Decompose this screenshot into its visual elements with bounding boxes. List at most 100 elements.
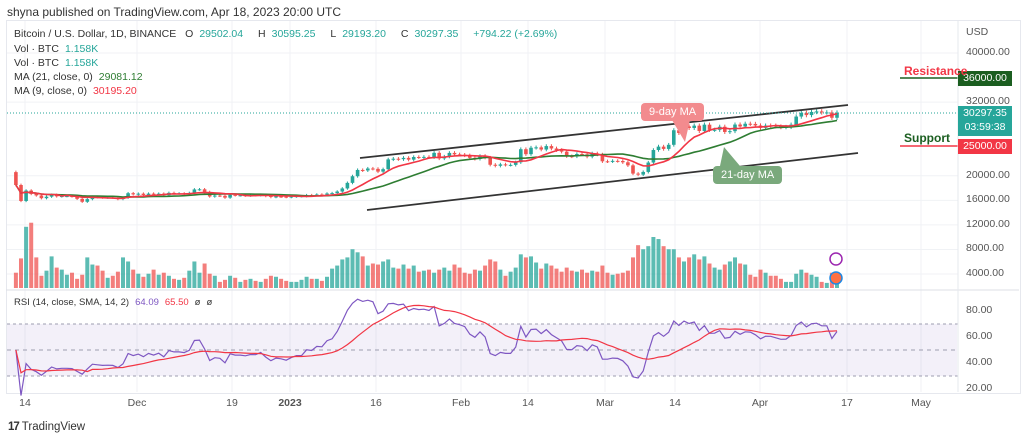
grid	[7, 21, 958, 392]
price-tick: 40000.00	[966, 46, 1010, 58]
volume-bar	[794, 273, 799, 288]
volume-bar	[442, 267, 447, 288]
volume-bar	[544, 263, 549, 288]
volume-bar	[768, 275, 773, 288]
rsi-tick: 40.00	[966, 356, 993, 368]
volume-bar	[666, 249, 671, 288]
candle-body	[651, 150, 656, 163]
volume-bar	[284, 280, 289, 288]
volume-bar	[692, 254, 697, 288]
candle-body	[452, 152, 457, 155]
volume-bar	[707, 263, 712, 288]
volume-bar	[299, 279, 304, 288]
candle-body	[687, 126, 691, 128]
support-label: Support	[904, 131, 950, 145]
candle-body	[672, 130, 676, 145]
time-tick: 14	[522, 397, 534, 409]
candle-body	[197, 189, 202, 191]
volume-bar	[121, 257, 125, 288]
volume-bar	[437, 269, 442, 288]
candle-body	[437, 152, 441, 159]
volume-bar	[274, 276, 278, 288]
volume-bar	[177, 279, 182, 288]
candle-body	[24, 190, 28, 201]
volume-bar	[447, 270, 452, 288]
volume-bar	[13, 272, 18, 288]
close-value: 30297.35	[414, 28, 459, 40]
last-price-tag: 30297.35 03:59:38	[958, 106, 1012, 136]
volume-bar	[717, 269, 722, 288]
candle-body	[580, 154, 584, 156]
volume-bar	[773, 275, 778, 288]
ma21-callout-pointer	[720, 147, 740, 166]
volume-bar	[789, 281, 794, 288]
price-tick: 8000.00	[966, 242, 1004, 255]
candle-body	[85, 199, 90, 202]
volume-bar	[814, 276, 819, 288]
candle-body	[345, 182, 350, 189]
volume-bar	[131, 269, 136, 288]
volume-bar	[646, 246, 651, 288]
candle-body	[141, 193, 146, 195]
volume-bar	[483, 265, 488, 288]
volume-bar	[503, 275, 508, 288]
candle-body	[519, 149, 523, 163]
volume-bar	[100, 270, 105, 288]
volume-bar	[268, 275, 273, 288]
volume-bar	[569, 270, 574, 288]
volume-bar	[529, 256, 533, 288]
high-value: 30595.25	[271, 28, 316, 40]
candle-body	[396, 158, 401, 160]
candle-body	[707, 124, 712, 130]
volume-bar	[172, 278, 176, 288]
candle-body	[498, 164, 503, 166]
candle-body	[692, 125, 696, 128]
candle-body	[697, 125, 702, 131]
rsi-tick: 60.00	[966, 330, 993, 342]
volume-bar	[416, 271, 421, 288]
time-tick: 17	[841, 397, 853, 409]
volume-bar	[202, 263, 207, 288]
candle-body	[360, 169, 365, 171]
symbol-title: Bitcoin / U.S. Dollar, 1D, BINANCE	[14, 28, 177, 40]
volume-bar	[192, 261, 197, 288]
candle-body	[39, 195, 44, 199]
volume-bar	[580, 269, 584, 288]
volume-bar	[44, 270, 49, 288]
candle-body	[835, 112, 839, 118]
volume-bar	[676, 257, 681, 288]
candle-body	[641, 171, 645, 175]
volume-bar	[427, 269, 431, 288]
volume-bar	[508, 271, 513, 288]
volume-bar	[80, 274, 85, 288]
volume-bar	[478, 270, 482, 288]
volume-bar	[682, 261, 686, 288]
volume-bar	[738, 263, 743, 288]
volume-bar	[360, 256, 365, 288]
volume-bar	[105, 277, 110, 288]
volume-bar	[223, 279, 227, 288]
volume-bar	[345, 257, 350, 288]
candle-body	[411, 157, 416, 160]
volume-bar	[258, 281, 263, 288]
ma9-line	[15, 112, 838, 200]
volume-bar	[340, 259, 345, 288]
candle-body	[44, 196, 49, 199]
volume-bar	[161, 272, 166, 288]
candle-body	[508, 164, 513, 166]
volume-bar	[615, 273, 620, 288]
candle-body	[610, 160, 615, 162]
volume-bar	[376, 264, 380, 288]
volume-bar	[748, 274, 753, 288]
volume-bar	[457, 267, 462, 288]
candle-body	[330, 193, 334, 195]
volume-bar	[110, 275, 115, 288]
candle-body	[493, 164, 498, 166]
tradingview-logo[interactable]: 17 TradingView	[8, 421, 86, 433]
time-tick: Apr	[751, 397, 769, 409]
volume-bar	[90, 264, 95, 288]
volume-bar	[70, 272, 74, 288]
volume-bar	[702, 256, 707, 288]
volume-bar	[146, 273, 151, 288]
